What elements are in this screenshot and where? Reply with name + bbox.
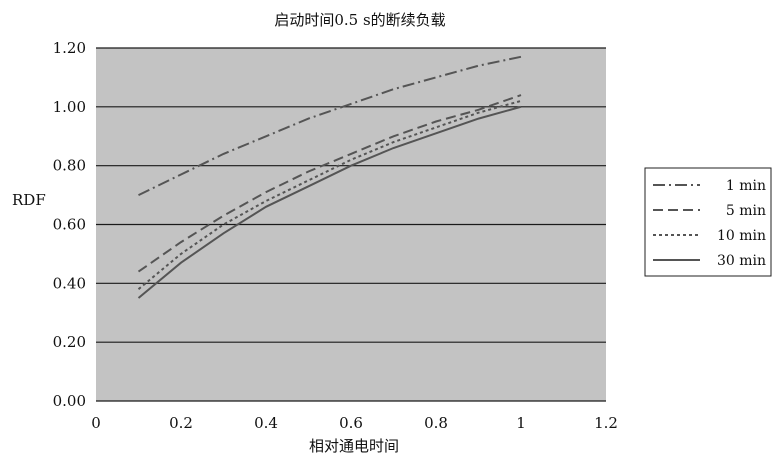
legend: 1 min 5 min 10 min 30 min: [644, 167, 772, 277]
legend-label: 10 min: [717, 228, 766, 244]
y-tick-label: 1.20: [53, 39, 86, 57]
y-tick-label: 0.40: [53, 274, 86, 292]
x-tick-label: 0.4: [254, 414, 278, 432]
series-line-1-min: [138, 55, 522, 196]
series-line-5-min: [137, 94, 522, 273]
y-tick-label: 0.80: [53, 157, 86, 175]
x-tick-label: 0.2: [169, 414, 193, 432]
y-tick-label: 0.20: [53, 333, 86, 351]
y-tick-label: 1.00: [53, 98, 86, 116]
x-tick-label: 0: [91, 414, 101, 432]
y-tick-label: 0.00: [53, 392, 86, 410]
y-axis-label: RDF: [12, 191, 46, 209]
series-lines: [137, 55, 522, 299]
x-tick-label: 0.8: [424, 414, 448, 432]
legend-label: 1 min: [726, 178, 766, 194]
x-axis-label: 相对通电时间: [309, 437, 399, 455]
x-tick-label: 1.2: [594, 414, 618, 432]
x-tick-labels: 0 0.2 0.4 0.6 0.8 1 1.2: [91, 414, 618, 432]
chart-title: 启动时间0.5 s的断续负载: [274, 11, 445, 29]
legend-label: 30 min: [717, 253, 766, 269]
legend-box: [644, 167, 772, 277]
x-tick-label: 1: [516, 414, 526, 432]
x-tick-label: 0.6: [339, 414, 363, 432]
y-tick-labels: 0.00 0.20 0.40 0.60 0.80 1.00 1.20: [53, 39, 86, 410]
series-line-30-min: [137, 105, 522, 299]
legend-label: 5 min: [726, 203, 766, 219]
y-tick-label: 0.60: [53, 216, 86, 234]
